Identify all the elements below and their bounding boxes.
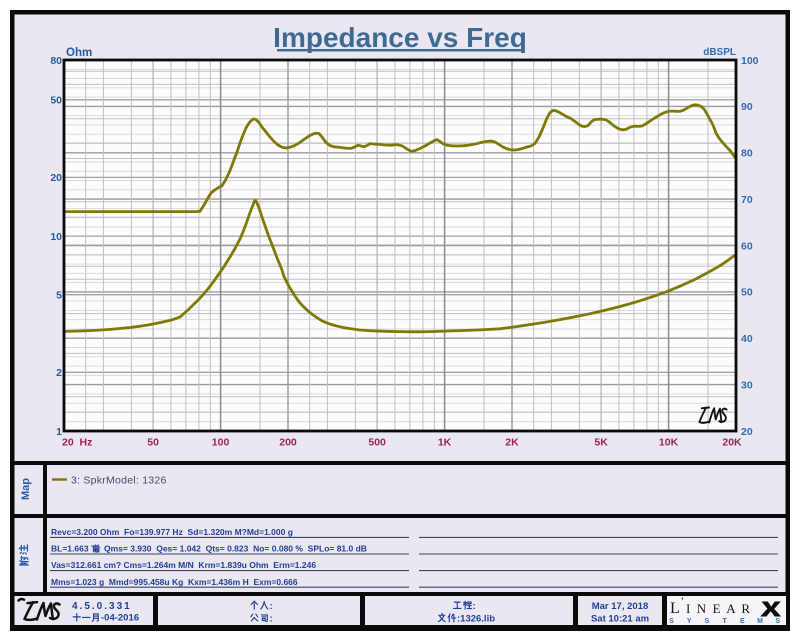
svg-text:30: 30 xyxy=(741,379,753,391)
svg-text:BL=1.663 T: BL=1.663 T xyxy=(51,544,97,554)
svg-text:Ohm: Ohm xyxy=(66,47,92,59)
svg-text:Qms= 3.930 Qes= 1.042 Qts= 0: Qms= 3.930 Qes= 1.042 Qts= 0.823 No= 0.0… xyxy=(104,544,367,554)
svg-text:10K: 10K xyxy=(659,437,679,449)
svg-text:20 Hz: 20 Hz xyxy=(62,437,92,449)
svg-text:Y: Y xyxy=(687,618,692,625)
svg-text:70: 70 xyxy=(741,194,753,206)
svg-text:60: 60 xyxy=(741,240,753,252)
svg-text:’: ’ xyxy=(681,596,685,608)
svg-text:3: SpkrModel: 1326: 3: SpkrModel: 1326 xyxy=(71,475,167,487)
svg-text:100: 100 xyxy=(212,437,230,449)
svg-text:E: E xyxy=(740,618,745,625)
svg-text:4.5.0.331: 4.5.0.331 xyxy=(72,601,132,612)
svg-text:5: 5 xyxy=(56,290,62,302)
svg-text:2K: 2K xyxy=(505,437,519,449)
svg-text::: : xyxy=(473,601,476,612)
svg-text:-04-2016: -04-2016 xyxy=(101,613,139,624)
svg-text:2: 2 xyxy=(56,367,62,379)
svg-text:50: 50 xyxy=(741,287,753,299)
svg-text:5K: 5K xyxy=(594,437,608,449)
svg-text::: : xyxy=(270,614,273,625)
svg-text:20: 20 xyxy=(741,426,753,438)
svg-text:Vas=312.661 cm? Cms=1.264m M/N: Vas=312.661 cm? Cms=1.264m M/N Krm=1.839… xyxy=(51,560,316,570)
svg-text:Map: Map xyxy=(20,478,32,500)
svg-text:80: 80 xyxy=(741,148,753,160)
svg-text:Mms=1.023 g Mmd=995.458u Kg: Mms=1.023 g Mmd=995.458u Kg Kxm=1.436m H… xyxy=(51,577,298,587)
svg-text:500: 500 xyxy=(368,437,386,449)
svg-text:S: S xyxy=(705,618,710,625)
svg-text:50: 50 xyxy=(50,95,62,107)
svg-text::1326.lib: :1326.lib xyxy=(457,614,495,625)
svg-text:S: S xyxy=(775,618,780,625)
svg-text:M: M xyxy=(757,618,763,625)
svg-text:S: S xyxy=(669,618,674,625)
svg-text:dBSPL: dBSPL xyxy=(703,47,736,58)
svg-text:Mar 17, 2018: Mar 17, 2018 xyxy=(592,601,649,612)
svg-text:20K: 20K xyxy=(722,437,742,449)
svg-text:80: 80 xyxy=(50,55,62,67)
svg-text:90: 90 xyxy=(741,101,753,113)
svg-text:Revc=3.200 Ohm Fo=139.977 Hz: Revc=3.200 Ohm Fo=139.977 Hz Sd=1.320m M… xyxy=(51,527,293,537)
svg-text::: : xyxy=(270,601,273,612)
svg-text:100: 100 xyxy=(741,55,759,67)
svg-text:40: 40 xyxy=(741,333,753,345)
svg-text:200: 200 xyxy=(279,437,297,449)
svg-text:1K: 1K xyxy=(438,437,452,449)
svg-text:1: 1 xyxy=(56,426,62,438)
svg-text:Sat 10:21 am: Sat 10:21 am xyxy=(591,614,649,625)
svg-text:50: 50 xyxy=(147,437,159,449)
svg-text:Impedance vs Freq: Impedance vs Freq xyxy=(273,22,527,53)
svg-text:20: 20 xyxy=(50,172,62,184)
svg-text:I N E A R: I N E A R xyxy=(686,601,752,616)
svg-text:10: 10 xyxy=(50,231,62,243)
svg-text:L: L xyxy=(670,600,680,617)
svg-text:T: T xyxy=(722,618,727,625)
